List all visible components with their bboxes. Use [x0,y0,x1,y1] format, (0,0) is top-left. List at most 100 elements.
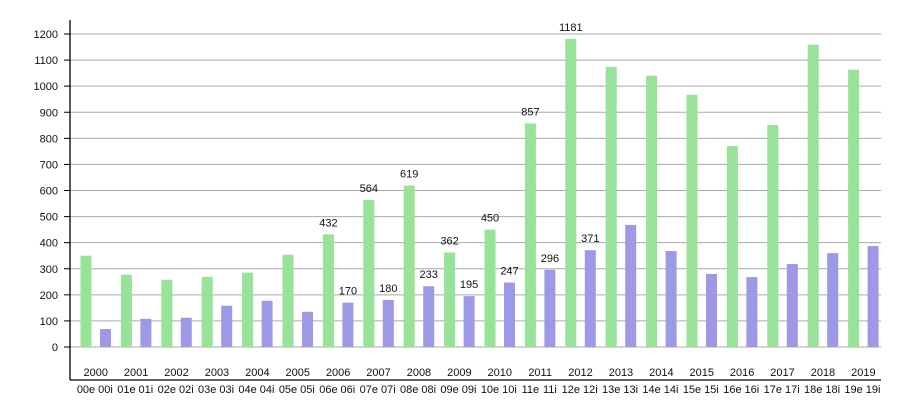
bar-15e [686,94,698,347]
y-tick-label: 200 [40,290,58,302]
bar-06i [342,302,354,347]
bar-19e [848,69,860,348]
year-label: 2012 [568,367,592,379]
category-label: 18e [804,384,822,396]
bar-15i [706,273,717,347]
category-label: 04i [260,384,275,396]
year-label: 2015 [690,367,714,379]
year-label: 2005 [286,367,310,379]
category-label: 05i [300,384,315,396]
data-label: 857 [521,106,539,118]
bar-13e [605,66,617,348]
y-axis: 0 100 200 300 400 500 600 700 800 900 1000 1100 1200 [34,20,71,380]
y-tick-label: 600 [40,186,58,198]
category-label: 07i [381,384,396,396]
category-label: 19e [844,384,862,396]
data-label: 180 [379,283,397,295]
bar-11i [544,269,556,347]
bar-04e [242,272,254,347]
bar-19i [867,246,879,347]
category-label: 10e [481,384,499,396]
data-label: 371 [581,233,599,245]
year-label: 2000 [84,367,108,379]
bar-06e [322,234,334,347]
bar-16e [726,146,738,347]
category-label: 16e [723,384,741,396]
data-label: 432 [319,217,337,229]
y-tick-label: 400 [40,238,58,250]
bar-18i [827,253,839,347]
bar-12e [565,38,577,347]
bar-05e [282,254,294,347]
bar-08i [423,286,435,347]
y-tick-label: 100 [40,316,58,328]
category-label: 11i [543,384,557,396]
data-label: 362 [440,236,458,248]
bar-07e [363,199,375,347]
category-label: 01i [139,384,154,396]
category-label: 11e [522,384,540,396]
bar-02i [180,317,192,347]
bar-04i [261,300,273,347]
category-label: 15i [704,384,719,396]
category-label: 12i [583,384,598,396]
bar-14e [646,75,658,347]
bar-10i [504,282,515,347]
year-label: 2002 [164,367,188,379]
category-label: 02i [179,384,194,396]
category-label: 08e [400,384,418,396]
data-label: 247 [500,266,518,278]
y-tick-label: 800 [40,133,58,145]
data-label: 233 [420,269,438,281]
y-tick-label: 1000 [34,81,58,93]
category-label: 09i [462,384,477,396]
x-axis: 00e 00i 2000 01e 01i 2001 02e 02i 2002 03e 03i 2003… [70,367,881,396]
bar-03e [201,276,213,347]
data-label: 195 [460,279,478,291]
y-tick-label: 300 [40,264,58,276]
year-label: 2013 [609,367,633,379]
bar-01i [140,318,152,347]
data-labels: 432 170 564 180 619 233 362 195 450 247 857 296 1181… [319,22,599,298]
category-label: 03e [198,384,216,396]
bar-02e [161,279,173,347]
year-label: 2019 [851,367,875,379]
bar-12i [584,250,596,347]
category-label: 06i [341,384,356,396]
bar-13i [625,224,637,347]
y-tick-label: 700 [40,159,58,171]
gridlines [70,33,881,348]
year-label: 2008 [407,367,431,379]
data-label: 1181 [559,22,583,34]
category-label: 04e [238,384,256,396]
category-label: 00i [98,384,113,396]
y-tick-label: 500 [40,212,58,224]
data-label: 296 [541,253,559,265]
year-label: 2014 [649,367,673,379]
category-label: 10i [502,384,517,396]
bar-18e [807,44,819,348]
category-label: 14e [642,384,660,396]
category-label: 18i [825,384,840,396]
y-tick-label: 0 [52,342,58,354]
year-label: 2011 [528,367,552,379]
category-label: 12e [562,384,580,396]
bar-14i [665,251,677,347]
year-label: 2004 [245,367,269,379]
data-label: 450 [481,213,499,225]
category-label: 17i [785,384,800,396]
category-label: 13i [623,384,638,396]
year-label: 2009 [447,367,471,379]
bar-07i [382,300,394,347]
category-label: 05e [279,384,297,396]
bar-17i [786,264,798,347]
y-tick-label: 1200 [34,29,58,41]
category-label: 07e [360,384,378,396]
year-label: 2003 [205,367,229,379]
category-label: 16i [745,384,760,396]
bars [80,38,879,348]
y-tick-label: 1100 [34,55,58,67]
bar-17e [767,125,779,348]
bar-11e [524,123,536,347]
